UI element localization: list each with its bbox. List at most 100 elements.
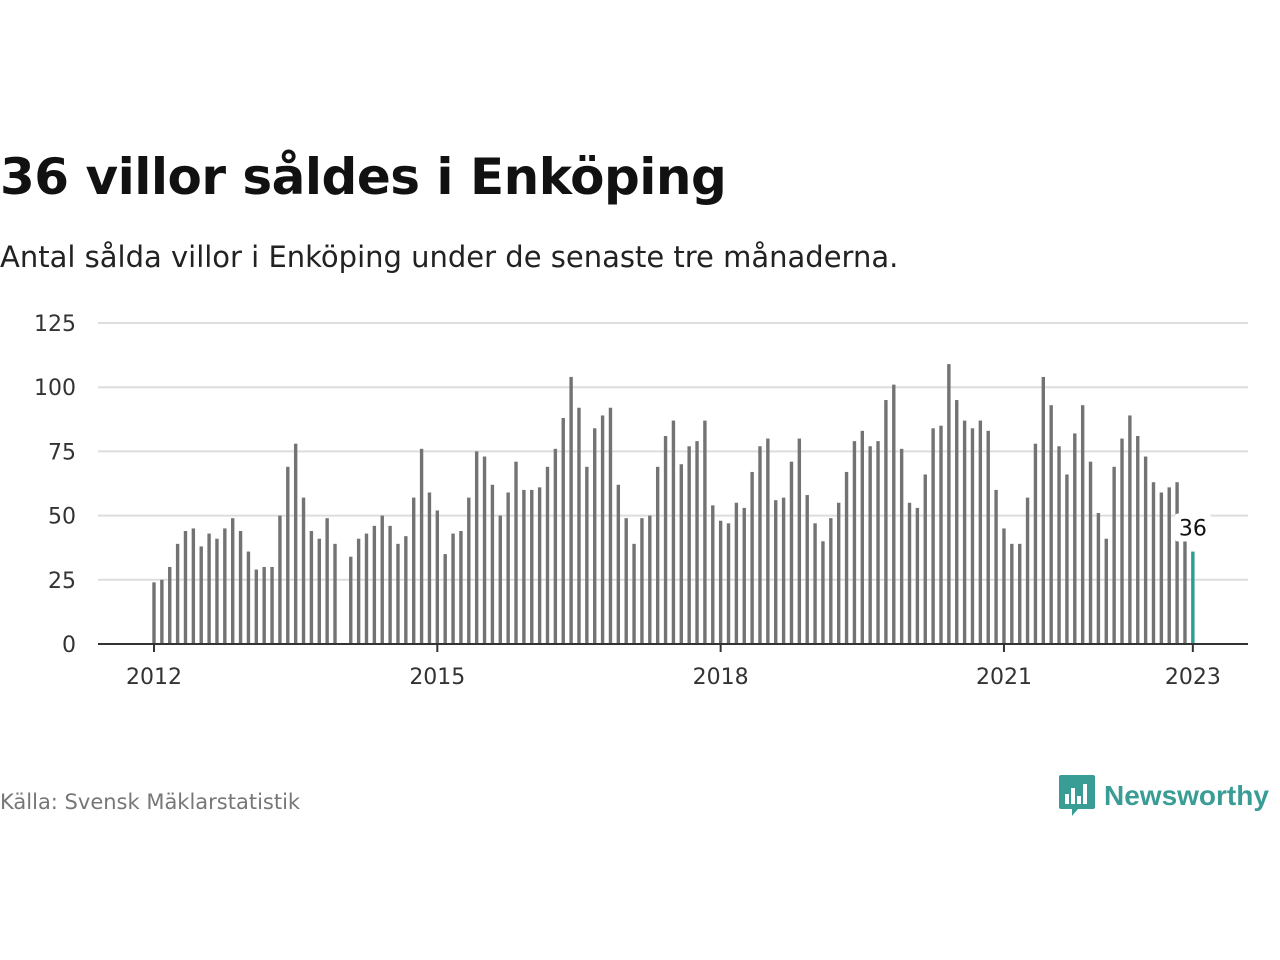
bar (1065, 474, 1069, 644)
bar (223, 528, 227, 644)
bar (711, 505, 715, 644)
y-tick-label: 100 (34, 376, 76, 401)
bar (388, 525, 392, 644)
data-label-background (1174, 513, 1211, 542)
bar (160, 579, 164, 644)
y-tick-label: 75 (48, 440, 76, 465)
bar (482, 456, 487, 644)
bar (821, 541, 825, 644)
bar (1018, 543, 1022, 644)
bar (892, 384, 896, 644)
bar (246, 551, 251, 644)
bar (238, 531, 243, 644)
bar (955, 400, 959, 644)
bar (585, 466, 589, 644)
y-tick-label: 50 (48, 505, 76, 530)
bar (923, 474, 927, 644)
bar (663, 435, 668, 644)
bar (412, 497, 416, 644)
data-labels: 36 (1174, 513, 1211, 542)
bars (152, 364, 1195, 644)
bar (931, 428, 935, 644)
x-tick-label: 2015 (409, 665, 465, 690)
y-axis-ticks: 0 25 50 75 100 125 (34, 312, 76, 658)
bar (435, 510, 440, 644)
bar (640, 518, 644, 644)
bar (797, 438, 802, 644)
bar (1143, 456, 1148, 644)
bar (317, 538, 321, 644)
bar (293, 443, 298, 644)
bar (175, 543, 180, 644)
bar (939, 425, 943, 644)
bar (907, 502, 912, 644)
bar (994, 489, 998, 644)
y-tick-label: 25 (48, 569, 76, 594)
bar (915, 507, 920, 644)
bar (1167, 487, 1171, 644)
bar (427, 492, 432, 644)
bar (687, 446, 691, 644)
bar (1088, 461, 1093, 644)
bar (490, 484, 495, 644)
bar (443, 554, 447, 644)
source-note: Källa: Svensk Mäklarstatistik (0, 790, 301, 814)
bar (986, 430, 990, 644)
bar (152, 582, 156, 644)
bar (569, 376, 573, 644)
bar (467, 497, 471, 644)
bar (1033, 443, 1038, 644)
bar (349, 556, 353, 644)
bar (876, 441, 880, 644)
bar (868, 446, 872, 644)
bar (1096, 513, 1101, 644)
bar-highlight (1191, 551, 1195, 644)
bar (522, 489, 526, 644)
bar (600, 415, 605, 644)
bar (844, 471, 849, 644)
bar (325, 518, 329, 644)
bar (734, 502, 739, 644)
bar (183, 531, 188, 644)
bar (742, 507, 746, 644)
bar (309, 531, 314, 644)
chart-title: 36 villor såldes i Enköping (0, 148, 727, 206)
bar (624, 518, 628, 644)
bar (498, 515, 502, 644)
bar (852, 441, 857, 644)
bar (774, 500, 778, 644)
bar (726, 523, 731, 644)
bar (703, 420, 707, 644)
bar (1136, 435, 1140, 644)
bar (506, 492, 510, 644)
bar (459, 531, 463, 644)
bar (978, 420, 983, 644)
bar (1002, 528, 1006, 644)
bar (616, 484, 621, 644)
bar (655, 466, 660, 644)
bar (1128, 415, 1132, 644)
bar (1159, 492, 1164, 644)
bar (829, 518, 833, 644)
bar (593, 428, 597, 644)
bar (191, 528, 196, 644)
bar (561, 418, 565, 644)
x-tick-label: 2021 (976, 665, 1032, 690)
bar (474, 451, 479, 644)
x-tick-label: 2012 (126, 665, 182, 690)
bar (1112, 466, 1116, 644)
bar (789, 461, 794, 644)
bar (514, 461, 518, 644)
bar (545, 466, 550, 644)
bar (1073, 433, 1077, 644)
bar (781, 497, 786, 644)
bar (168, 566, 172, 644)
bar (1120, 438, 1124, 644)
bar (356, 538, 361, 644)
bar (215, 538, 219, 644)
bar (553, 448, 558, 644)
y-tick-label: 0 (62, 633, 76, 658)
x-tick-label: 2018 (693, 665, 749, 690)
bar (396, 543, 400, 644)
bar (648, 515, 652, 644)
